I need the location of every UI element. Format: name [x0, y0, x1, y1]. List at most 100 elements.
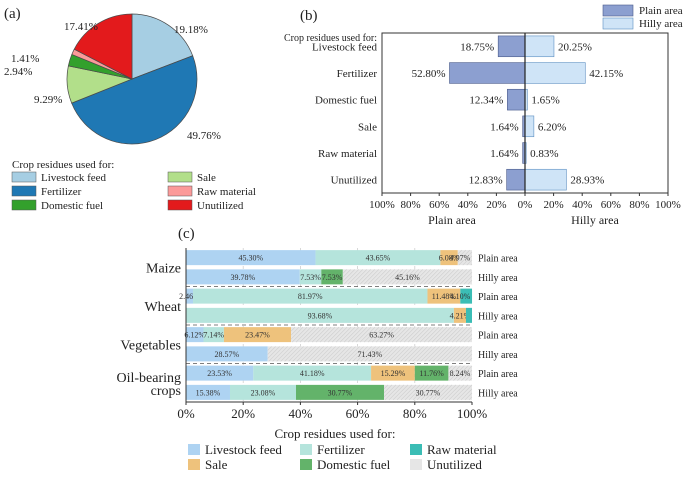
hatch-line [457, 249, 466, 259]
hatch-line [339, 326, 356, 343]
area-label: Plain area [478, 254, 518, 265]
bar-label-hilly: 6.20% [538, 121, 566, 133]
hatch-line [432, 384, 449, 401]
bar-hilly [524, 115, 535, 138]
stack-segment-unutilized [291, 327, 472, 343]
stack-segment-unutilized [383, 384, 472, 400]
stack-label-fertilizer: 81.97% [298, 292, 323, 301]
hatch-line [379, 269, 396, 285]
stack-label-fertilizer: 7.14% [203, 331, 224, 340]
stack-segment-sale [453, 307, 466, 323]
hatch-line [359, 269, 376, 285]
bar-label-plain: 52.80% [412, 68, 446, 80]
stack-label-livestock: 45.30% [238, 254, 263, 263]
panel-a-label: (a) [4, 6, 21, 22]
hatch-line [458, 251, 473, 266]
bar-legend-label: Hilly area [639, 18, 683, 30]
area-label: Plain area [478, 292, 518, 303]
hatch-line [419, 326, 436, 343]
hatch-line [351, 269, 368, 285]
hatch-line [355, 269, 372, 285]
stacked-legend: Livestock feed Fertilizer Raw material Sale… [188, 442, 497, 472]
hatch-line [342, 269, 356, 282]
hatch-line [468, 357, 473, 362]
area-label: Hilly area [478, 311, 518, 322]
pie-label-sale: 9.29% [34, 94, 62, 106]
pie-legend-label-raw_material: Raw material [197, 186, 256, 198]
stacked-legend-label-fertilizer: Fertilizer [317, 442, 365, 457]
stacked-bar-chart: Maize 45.30% 43.65% 6.08%4.97% Plain area 39.… [116, 248, 518, 421]
hatch-line [469, 377, 473, 381]
pie-legend-label-fertilizer: Fertilizer [41, 186, 82, 198]
hatch-line [384, 346, 400, 362]
hatch-line [460, 388, 473, 401]
hatch-line [468, 396, 473, 401]
hatch-line [411, 269, 428, 285]
hatch-line [367, 269, 384, 285]
hatch-line [288, 346, 304, 362]
hatch-line [427, 269, 444, 285]
hatch-line [391, 326, 408, 343]
hatch-line [447, 326, 464, 343]
stack-label-livestock: 39.78% [231, 273, 256, 282]
hatch-line [395, 269, 412, 285]
hatch-line [304, 346, 320, 362]
x-tick-label: 100% [655, 199, 681, 211]
hatch-line [388, 384, 405, 401]
hatch-line [407, 326, 424, 343]
hatch-line [375, 269, 392, 285]
bar-label-plain: 1.64% [490, 121, 518, 133]
hatch-line [376, 346, 392, 362]
hatch-line [360, 346, 376, 362]
hatch-line [439, 269, 456, 285]
x-tick-label: 0% [518, 199, 533, 211]
pie-legend-label-livestock_feed: Livestock feed [41, 172, 107, 184]
stack-label-livestock: 23.53% [207, 369, 232, 378]
hatch-line [424, 346, 440, 362]
pie-legend-swatch-fertilizer [11, 185, 37, 197]
hatch-line [448, 346, 464, 362]
hatch-line [363, 326, 380, 343]
hatch-line [435, 326, 452, 343]
stack-label-fertilizer: 7.53% [300, 273, 321, 282]
hatch-line [462, 255, 473, 266]
x-tick-label: 60% [601, 199, 621, 211]
crop-label: Maize [146, 261, 181, 276]
hatch-line [319, 326, 336, 343]
stack-segment-fertilizer [315, 250, 441, 266]
bar-label-plain: 12.34% [469, 95, 503, 107]
stack-segment-fertilizer [186, 307, 454, 323]
hatch-line [423, 269, 440, 285]
x-tick-label: 80% [629, 199, 649, 211]
hatch-line [399, 269, 416, 285]
bar-label-hilly: 0.83% [530, 148, 558, 160]
hatch-line [444, 346, 460, 362]
hatch-line [420, 346, 436, 362]
hatch-line [456, 384, 473, 401]
hatch-line [451, 269, 468, 285]
stack-segment-sale [371, 365, 415, 381]
stack-segment-sale [223, 327, 292, 343]
category-label: Domestic fuel [315, 95, 377, 107]
hatch-line [352, 346, 368, 362]
bar-plain [506, 168, 526, 191]
category-label: Sale [358, 121, 377, 133]
x-tick-label: 80% [401, 199, 421, 211]
bar-legend-swatch [602, 4, 634, 17]
hatch-line [399, 326, 416, 343]
hatch-line [448, 365, 461, 378]
hatch-line [431, 326, 448, 343]
stack-label-livestock: 28.57% [215, 350, 240, 359]
hatch-line [324, 346, 340, 362]
hatch-line [404, 346, 420, 362]
stack-segment-domestic [414, 365, 449, 381]
hatch-line [316, 346, 332, 362]
stack-label-unutilized: 63.27% [369, 331, 394, 340]
hatch-line [371, 269, 388, 285]
pie-legend-label-domestic_fuel: Domestic fuel [41, 200, 103, 212]
bar-label-plain: 18.75% [460, 41, 494, 53]
hatch-line [452, 384, 469, 401]
stack-segment-livestock [186, 250, 316, 266]
stack-segment-sale [427, 288, 461, 304]
